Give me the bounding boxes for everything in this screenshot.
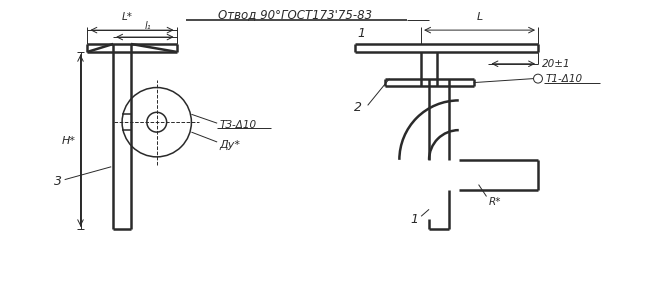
Text: L*: L* [122, 12, 132, 22]
Text: L: L [476, 12, 483, 22]
Text: ТЗ-Δ10: ТЗ-Δ10 [219, 120, 256, 130]
Text: 3: 3 [54, 175, 62, 188]
Text: Т1-Δ10: Т1-Δ10 [546, 74, 583, 84]
Text: 20±1: 20±1 [542, 59, 571, 69]
Text: 1: 1 [410, 213, 418, 226]
Text: 2: 2 [354, 101, 362, 114]
Text: 1: 1 [358, 27, 366, 40]
Text: Ду*: Ду* [219, 140, 240, 150]
Text: l₁: l₁ [145, 21, 151, 31]
Text: H*: H* [62, 136, 76, 146]
Text: R*: R* [489, 198, 502, 207]
Text: Отвод 90°ГОСТ173'75-83: Отвод 90°ГОСТ173'75-83 [218, 8, 373, 21]
